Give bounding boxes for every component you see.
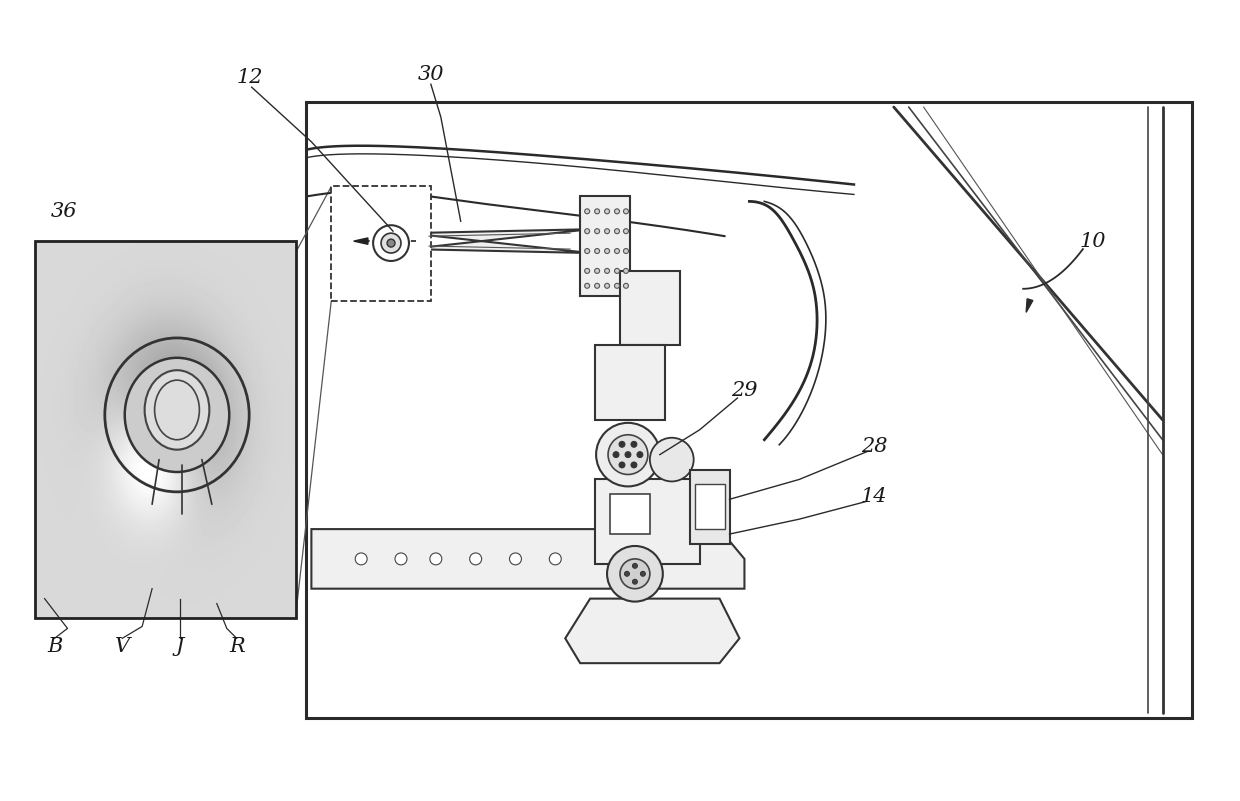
Circle shape (615, 209, 620, 214)
Text: 14: 14 (861, 487, 887, 505)
Circle shape (605, 229, 610, 234)
Polygon shape (353, 238, 368, 244)
Circle shape (595, 284, 600, 288)
Bar (306, 102, 1193, 718)
Circle shape (595, 229, 600, 234)
Circle shape (632, 563, 637, 569)
Bar (595, 480, 699, 564)
Circle shape (605, 209, 610, 214)
Bar (689, 469, 729, 544)
Circle shape (430, 553, 441, 565)
Circle shape (608, 546, 663, 602)
Circle shape (396, 553, 407, 565)
Text: V: V (114, 637, 130, 656)
Polygon shape (409, 229, 590, 253)
Circle shape (584, 229, 590, 234)
Circle shape (620, 559, 650, 589)
Ellipse shape (145, 370, 210, 449)
Circle shape (615, 284, 620, 288)
Circle shape (355, 553, 367, 565)
Circle shape (625, 571, 630, 576)
Circle shape (584, 284, 590, 288)
Circle shape (584, 209, 590, 214)
Circle shape (596, 423, 660, 486)
Text: 12: 12 (237, 68, 263, 87)
Text: R: R (229, 637, 244, 656)
Bar (331, 187, 430, 300)
Circle shape (632, 579, 637, 584)
Text: 10: 10 (1080, 231, 1106, 251)
Circle shape (624, 209, 629, 214)
Circle shape (381, 233, 401, 253)
Polygon shape (311, 529, 744, 589)
Text: 28: 28 (861, 437, 887, 457)
Circle shape (373, 225, 409, 261)
Bar (610, 494, 650, 534)
Circle shape (510, 553, 522, 565)
Polygon shape (565, 598, 739, 663)
Circle shape (595, 209, 600, 214)
Circle shape (631, 462, 637, 468)
Circle shape (640, 571, 645, 576)
Circle shape (624, 284, 629, 288)
Circle shape (470, 553, 481, 565)
Circle shape (584, 268, 590, 273)
Circle shape (619, 462, 625, 468)
Bar (595, 345, 665, 420)
Text: 29: 29 (732, 380, 758, 400)
Polygon shape (1027, 299, 1033, 312)
Circle shape (615, 268, 620, 273)
Circle shape (584, 248, 590, 254)
Bar (620, 271, 680, 345)
Circle shape (387, 239, 396, 247)
Circle shape (624, 268, 629, 273)
Circle shape (605, 268, 610, 273)
Circle shape (605, 248, 610, 254)
Circle shape (631, 441, 637, 447)
Circle shape (650, 437, 693, 481)
Bar (694, 485, 724, 529)
Text: 30: 30 (418, 65, 444, 84)
Circle shape (625, 452, 631, 457)
Circle shape (619, 441, 625, 447)
Text: 36: 36 (51, 202, 78, 221)
Circle shape (605, 284, 610, 288)
Bar (35, 241, 296, 618)
Circle shape (624, 229, 629, 234)
Ellipse shape (125, 358, 229, 472)
Circle shape (595, 248, 600, 254)
Circle shape (595, 268, 600, 273)
Circle shape (615, 229, 620, 234)
Circle shape (637, 452, 642, 457)
Circle shape (615, 248, 620, 254)
Text: J: J (176, 637, 185, 656)
Text: B: B (47, 637, 62, 656)
Bar (580, 196, 630, 296)
Circle shape (613, 452, 619, 457)
Circle shape (608, 435, 647, 474)
Circle shape (624, 248, 629, 254)
Circle shape (549, 553, 562, 565)
